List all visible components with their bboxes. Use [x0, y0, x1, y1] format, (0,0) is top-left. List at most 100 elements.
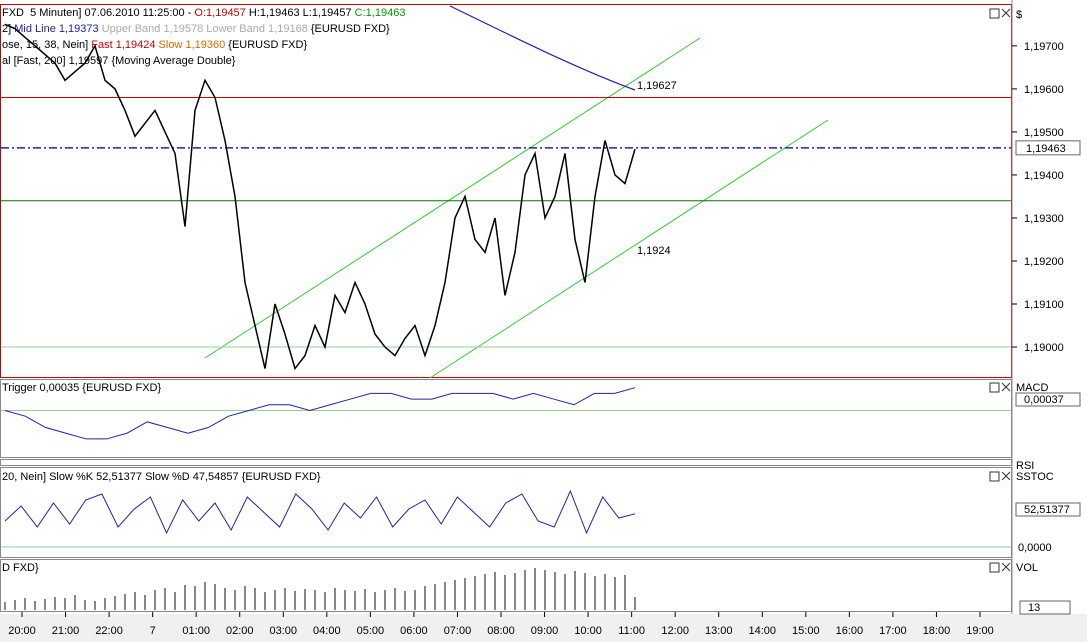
volume-header: D FXD}: [2, 562, 39, 574]
volume-bar: [534, 568, 536, 610]
header-part: Upper Band 1,19578 Lower Band 1,19168: [99, 23, 308, 35]
volume-bar: [34, 601, 36, 610]
header-part: {EURUSD FXD}: [225, 39, 307, 51]
annotation: 1,1924: [637, 245, 671, 257]
time-label: 20:00: [8, 625, 36, 637]
header-part: 2]: [2, 23, 14, 35]
volume-bar: [264, 592, 266, 610]
volume-bar: [444, 582, 446, 610]
volume-bar: [234, 590, 236, 610]
maximize-button[interactable]: [989, 8, 1000, 19]
volume-bar: [164, 588, 166, 610]
time-label: 16:00: [836, 625, 864, 637]
volume-bar: [94, 601, 96, 610]
header-part: {EURUSD FXD}: [308, 23, 390, 35]
stoch-zero: 0,0000: [1018, 542, 1052, 554]
volume-bar: [124, 594, 126, 610]
y-tick-label: 1,19700: [1024, 41, 1064, 53]
volume-bar: [464, 578, 466, 610]
header-part: C:1,19463: [355, 7, 406, 19]
volume-bar: [314, 590, 316, 610]
volume-bar: [54, 597, 56, 610]
y-tick-label: 1,19000: [1024, 342, 1064, 354]
value-box: [1015, 502, 1081, 517]
time-label: 22:00: [95, 625, 123, 637]
volume-bar: [504, 575, 506, 610]
volume-bar: [64, 598, 66, 610]
time-label: 06:00: [400, 625, 428, 637]
y-tick-label: 1,19500: [1024, 127, 1064, 139]
volume-bar: [284, 588, 286, 610]
macd-line: [4, 387, 636, 440]
volume-bar: [334, 588, 336, 610]
header-part: FXD 5 Minuten] 07.06.2010 11:25:00 -: [2, 7, 194, 19]
time-label: 18:00: [923, 625, 951, 637]
window-buttons: [989, 8, 1011, 573]
volume-bar: [414, 590, 416, 610]
volume-bar: [44, 599, 46, 610]
header-part: Mid Line 1,19373: [14, 23, 98, 35]
price-line: [4, 23, 636, 371]
volume-bar: [594, 576, 596, 610]
macd-header: Trigger 0,00035 {EURUSD FXD}: [2, 382, 161, 394]
volume-bar: [274, 590, 276, 610]
y-tick-label: 1,19100: [1024, 299, 1064, 311]
currency: $: [1016, 9, 1022, 21]
volume-bar: [344, 590, 346, 610]
maximize-button[interactable]: [989, 471, 1000, 482]
time-label: 11:00: [618, 625, 645, 637]
current-price-label: 1,19463: [1026, 143, 1066, 155]
volume-bar: [304, 589, 306, 610]
volume-bar: [494, 572, 496, 610]
header-part: H:1,19463 L:1,19457: [246, 7, 355, 19]
volume-bar: [514, 573, 516, 610]
long-moving-average: [449, 5, 636, 91]
volume-bar: [604, 574, 606, 610]
close-button[interactable]: [1001, 8, 1011, 18]
volume-bar: [404, 591, 406, 610]
volume-bar: [584, 573, 586, 610]
time-label: 07:00: [444, 625, 472, 637]
volume-bar: [474, 576, 476, 610]
stoch-k-line: [4, 489, 636, 535]
volume-bar: [174, 592, 176, 610]
volume-bar: [434, 584, 436, 610]
stoch-current: 52,51377: [1024, 504, 1070, 516]
volume-bar: [394, 588, 396, 610]
volume-bar: [294, 591, 296, 610]
volume-bar: [84, 600, 86, 610]
volume-bar: [14, 600, 16, 610]
time-label: 10:00: [574, 625, 602, 637]
volume-bar: [574, 571, 576, 610]
volume-bar: [484, 574, 486, 610]
close-button[interactable]: [1001, 471, 1011, 481]
volume-bar: [134, 592, 136, 610]
maximize-button[interactable]: [989, 382, 1000, 393]
time-label: 12:00: [661, 625, 689, 637]
close-button[interactable]: [1001, 562, 1011, 572]
header-part: Slow 1,19360: [156, 39, 226, 51]
volume-bar: [374, 592, 376, 610]
time-label: 05:00: [357, 625, 385, 637]
value-box: [1019, 600, 1071, 615]
volume-bar: [634, 597, 636, 610]
volume-bar: [254, 588, 256, 610]
time-label: 04:00: [313, 625, 341, 637]
time-label: 01:00: [182, 625, 210, 637]
maximize-button[interactable]: [989, 562, 1000, 573]
close-button[interactable]: [1001, 382, 1011, 392]
time-label: 7: [150, 625, 156, 637]
volume-bar: [224, 588, 226, 610]
volume-bar: [114, 596, 116, 610]
volume-bar: [424, 586, 426, 610]
volume-bar: [384, 590, 386, 610]
current-price-box: [1015, 140, 1081, 156]
stoch-header: 20, Nein] Slow %K 52,51377 Slow %D 47,54…: [2, 471, 321, 483]
volume-bar: [154, 590, 156, 610]
time-label: 19:00: [966, 625, 994, 637]
volume-name: VOL: [1016, 562, 1038, 574]
price-header: FXD 5 Minuten] 07.06.2010 11:25:00 - O:1…: [2, 7, 405, 19]
